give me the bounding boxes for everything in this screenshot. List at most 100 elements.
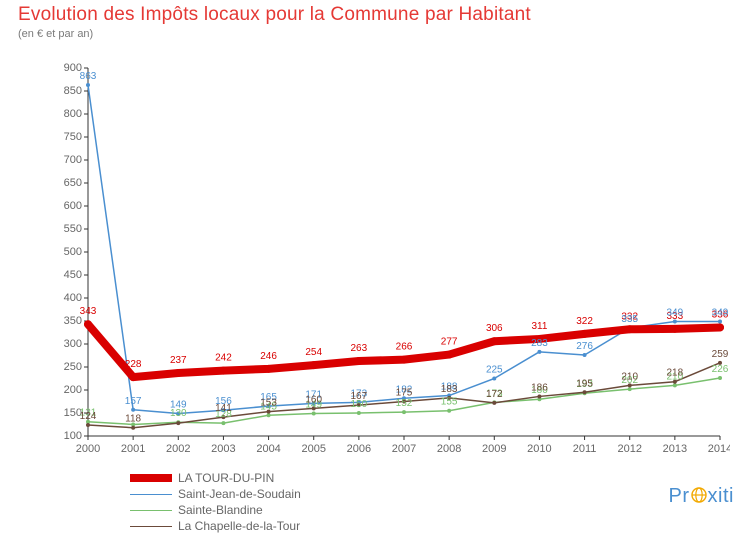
- point-label: 195: [576, 378, 593, 389]
- x-tick-label: 2010: [527, 443, 551, 455]
- point-label: 311: [531, 321, 547, 332]
- point-label: 130: [170, 408, 187, 419]
- watermark-globe-icon: [690, 486, 708, 504]
- x-tick-label: 2003: [211, 443, 235, 455]
- series-marker: [671, 325, 679, 333]
- point-label: 306: [486, 323, 503, 334]
- y-tick-label: 100: [64, 430, 82, 442]
- plot-area: 1001502002503003504004505005506006507007…: [60, 60, 730, 460]
- point-label: 141: [215, 403, 232, 414]
- y-tick-label: 550: [64, 223, 82, 235]
- x-tick-label: 2004: [256, 443, 280, 455]
- watermark-logo: Prxiti: [669, 485, 734, 508]
- series-marker: [84, 320, 92, 328]
- y-tick-label: 850: [64, 85, 82, 97]
- series-marker: [312, 411, 316, 415]
- series-marker: [583, 353, 587, 357]
- y-tick-label: 500: [64, 246, 82, 258]
- point-label: 349: [667, 307, 684, 318]
- point-label: 277: [441, 337, 458, 348]
- x-tick-label: 2008: [437, 443, 461, 455]
- y-tick-label: 750: [64, 131, 82, 143]
- series-marker: [265, 365, 273, 373]
- chart-container: Evolution des Impôts locaux pour la Comm…: [0, 0, 750, 550]
- point-label: 322: [576, 316, 593, 327]
- legend-label: Saint-Jean-de-Soudain: [178, 487, 301, 501]
- point-label: 153: [260, 398, 277, 409]
- x-tick-label: 2002: [166, 443, 190, 455]
- point-label: 160: [305, 394, 322, 405]
- point-label: 276: [576, 341, 593, 352]
- series-marker: [219, 367, 227, 375]
- point-label: 237: [170, 355, 187, 366]
- x-tick-label: 2012: [617, 443, 641, 455]
- y-tick-label: 400: [64, 292, 82, 304]
- point-label: 259: [712, 349, 729, 360]
- point-label: 218: [667, 368, 684, 379]
- x-tick-label: 2009: [482, 443, 506, 455]
- legend-swatch: [130, 526, 172, 527]
- point-label: 335: [621, 314, 638, 325]
- y-tick-label: 800: [64, 108, 82, 120]
- series-marker: [537, 350, 541, 354]
- x-tick-label: 2000: [76, 443, 100, 455]
- point-label: 155: [441, 397, 458, 408]
- legend-item: LA TOUR-DU-PIN: [130, 470, 301, 486]
- series-marker: [583, 390, 587, 394]
- series-marker: [628, 387, 632, 391]
- chart-subtitle: (en € et par an): [18, 28, 93, 40]
- watermark-xiti: xiti: [708, 485, 734, 507]
- series-marker: [445, 351, 453, 359]
- y-tick-label: 300: [64, 338, 82, 350]
- x-tick-label: 2005: [301, 443, 325, 455]
- series-marker: [402, 410, 406, 414]
- y-tick-label: 450: [64, 269, 82, 281]
- point-label: 210: [621, 371, 638, 382]
- point-label: 183: [441, 384, 458, 395]
- legend-item: La Chapelle-de-la-Tour: [130, 518, 301, 534]
- series-marker: [86, 423, 90, 427]
- legend-item: Sainte-Blandine: [130, 502, 301, 518]
- series-marker: [626, 325, 634, 333]
- legend-label: LA TOUR-DU-PIN: [178, 471, 274, 485]
- series-marker: [581, 330, 589, 338]
- legend-swatch: [130, 494, 172, 495]
- y-tick-label: 600: [64, 200, 82, 212]
- series-marker: [267, 413, 271, 417]
- point-label: 263: [351, 343, 368, 354]
- point-label: 863: [80, 71, 97, 82]
- series-marker: [221, 421, 225, 425]
- legend: LA TOUR-DU-PIN Saint-Jean-de-Soudain Saint…: [130, 470, 301, 534]
- series-marker: [492, 401, 496, 405]
- point-label: 343: [80, 306, 97, 317]
- series-marker: [310, 361, 318, 369]
- y-tick-label: 200: [64, 384, 82, 396]
- series-marker: [174, 369, 182, 377]
- point-label: 124: [80, 411, 97, 422]
- point-label: 246: [260, 351, 277, 362]
- point-label: 266: [396, 342, 413, 353]
- series-marker: [492, 377, 496, 381]
- legend-label: Sainte-Blandine: [178, 503, 263, 517]
- point-label: 175: [396, 388, 413, 399]
- y-tick-label: 700: [64, 154, 82, 166]
- series-marker: [86, 83, 90, 87]
- series-marker: [447, 409, 451, 413]
- x-tick-label: 2011: [573, 443, 597, 455]
- series-marker: [400, 356, 408, 364]
- x-tick-label: 2001: [121, 443, 145, 455]
- x-tick-label: 2013: [663, 443, 687, 455]
- chart-title: Evolution des Impôts locaux pour la Comm…: [18, 4, 531, 26]
- point-label: 225: [486, 365, 503, 376]
- point-label: 242: [215, 353, 232, 364]
- point-label: 157: [125, 396, 142, 407]
- legend-swatch: [130, 510, 172, 511]
- series-marker: [716, 323, 724, 331]
- point-label: 228: [125, 359, 142, 370]
- series-marker: [673, 383, 677, 387]
- legend-swatch: [130, 474, 172, 482]
- point-label: 152: [396, 398, 413, 409]
- watermark-pr: Pr: [669, 485, 690, 507]
- series-marker: [131, 408, 135, 412]
- legend-item: Saint-Jean-de-Soudain: [130, 486, 301, 502]
